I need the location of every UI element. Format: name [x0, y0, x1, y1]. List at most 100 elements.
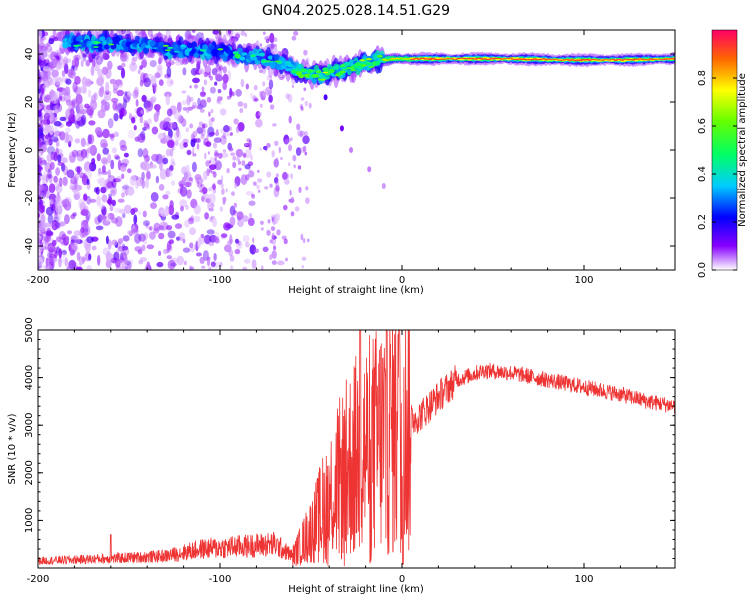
noise-blob — [58, 261, 62, 268]
noise-blob — [110, 189, 116, 195]
noise-blob — [49, 199, 54, 205]
noise-blob — [290, 137, 293, 142]
noise-blob — [201, 86, 205, 92]
noise-blob — [176, 101, 182, 113]
noise-blob — [49, 221, 58, 230]
noise-blob — [43, 43, 49, 52]
noise-blob — [54, 221, 61, 229]
noise-blob — [162, 132, 166, 139]
noise-blob — [57, 154, 62, 163]
ridge-cell — [486, 59, 492, 60]
noise-blob — [105, 67, 112, 79]
noise-blob — [185, 164, 190, 174]
noise-blob — [80, 60, 84, 67]
noise-blob — [301, 265, 304, 269]
noise-blob — [126, 259, 134, 266]
noise-blob — [279, 76, 284, 81]
noise-blob — [117, 198, 125, 203]
noise-blob — [143, 220, 150, 227]
noise-blob — [248, 213, 253, 219]
noise-blob — [227, 30, 232, 35]
noise-blob — [141, 179, 146, 189]
noise-blob — [115, 132, 119, 137]
noise-blob — [105, 212, 110, 223]
noise-blob — [174, 223, 183, 230]
noise-blob — [68, 140, 72, 148]
noise-blob — [121, 246, 130, 256]
noise-blob — [222, 73, 229, 84]
noise-blob — [191, 161, 197, 173]
noise-blob — [201, 32, 204, 36]
noise-blob — [237, 240, 241, 246]
ridge-cell — [339, 65, 346, 68]
noise-blob — [164, 117, 171, 123]
noise-blob — [273, 245, 277, 251]
noise-blob — [126, 186, 135, 196]
noise-blob — [41, 87, 45, 95]
noise-blob — [145, 155, 150, 163]
noise-blob — [77, 53, 84, 60]
noise-blob — [177, 115, 182, 124]
noise-blob — [142, 162, 151, 171]
noise-blob — [181, 100, 188, 105]
noise-blob — [111, 199, 117, 207]
noise-blob — [126, 93, 133, 97]
noise-blob — [182, 238, 186, 244]
noise-blob — [141, 59, 147, 68]
noise-blob — [255, 118, 263, 128]
noise-blob — [216, 129, 219, 133]
y-tick-label: 4000 — [24, 365, 35, 390]
noise-blob — [38, 166, 43, 171]
noise-blob — [38, 141, 43, 148]
noise-blob — [165, 190, 171, 196]
noise-blob — [62, 87, 67, 96]
ridge-cell — [341, 68, 348, 71]
noise-blob — [222, 196, 227, 203]
noise-blob — [193, 204, 201, 215]
noise-blob — [107, 118, 114, 129]
noise-blob — [38, 30, 41, 36]
colorbar: 0.0 0.2 0.4 0.6 0.8 Normalized spectral ampl… — [697, 29, 748, 278]
noise-blob — [212, 171, 217, 178]
noise-blob — [108, 193, 112, 198]
noise-blob — [267, 90, 272, 96]
y-tick-label: -20 — [24, 190, 35, 206]
noise-blob — [151, 126, 159, 135]
noise-blob — [228, 126, 232, 132]
noise-blob — [251, 259, 257, 269]
noise-blob — [218, 152, 223, 159]
noise-blob — [253, 84, 258, 91]
noise-blob — [229, 87, 233, 98]
noise-blob — [142, 210, 147, 218]
ridge-cell — [313, 74, 320, 77]
noise-blob — [121, 173, 125, 180]
noise-blob — [124, 265, 128, 270]
noise-blob — [65, 121, 72, 127]
noise-blob — [272, 123, 277, 127]
noise-blob — [65, 235, 70, 242]
x-tick-label: 100 — [574, 574, 593, 585]
ridge-cell — [587, 60, 592, 61]
noise-blob — [81, 114, 87, 126]
noise-blob — [217, 89, 222, 94]
noise-blob — [263, 145, 268, 151]
noise-blob — [54, 250, 58, 259]
noise-blob — [137, 249, 143, 255]
noise-blob — [188, 217, 194, 222]
noise-blob — [296, 123, 301, 131]
noise-blob — [193, 215, 201, 223]
noise-blob — [111, 239, 118, 246]
noise-blob — [38, 154, 41, 163]
ridge-cell — [670, 57, 675, 59]
ridge-cell — [167, 46, 174, 49]
noise-blob — [113, 113, 119, 122]
noise-blob — [75, 239, 83, 245]
noise-blob — [55, 236, 62, 243]
noise-blob — [219, 135, 227, 145]
noise-blob — [123, 152, 129, 158]
noise-blob — [40, 213, 46, 224]
noise-blob — [168, 239, 174, 245]
noise-blob — [89, 99, 98, 111]
noise-blob — [162, 194, 169, 200]
noise-blob — [208, 169, 213, 173]
